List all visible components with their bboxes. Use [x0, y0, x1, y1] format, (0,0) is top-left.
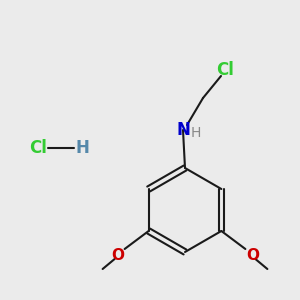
- Text: O: O: [111, 248, 124, 262]
- Text: O: O: [246, 248, 259, 262]
- Text: Cl: Cl: [29, 139, 47, 157]
- Text: H: H: [75, 139, 89, 157]
- Text: H: H: [191, 126, 201, 140]
- Text: N: N: [176, 121, 190, 139]
- Text: Cl: Cl: [216, 61, 234, 79]
